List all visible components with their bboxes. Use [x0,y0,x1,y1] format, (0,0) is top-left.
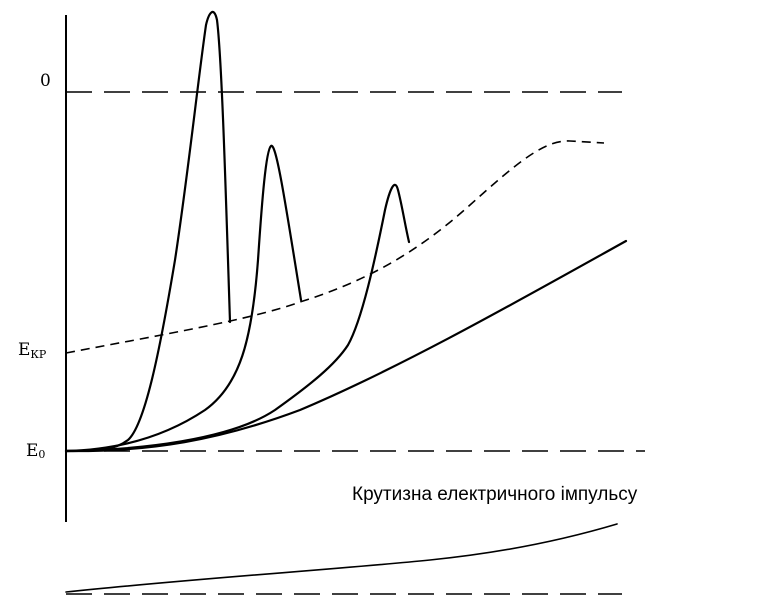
e0-main: E [26,441,38,461]
e-cr-label: EКР [18,340,47,361]
critical-energy-curve [65,140,605,354]
response-curve-1 [64,10,232,453]
response-curve-3 [64,183,411,453]
baseline-curve [64,239,628,453]
caption-label: Крутизна електричного імпульсу [352,484,638,505]
response-curve-2 [64,144,303,453]
e0-label: E0 [26,441,45,461]
e-cr-main: E [18,340,30,360]
zero-label: 0 [40,71,51,91]
e0-sub: 0 [38,448,45,461]
e-cr-sub: КР [30,348,47,361]
pulse-slope-curve [65,523,618,593]
